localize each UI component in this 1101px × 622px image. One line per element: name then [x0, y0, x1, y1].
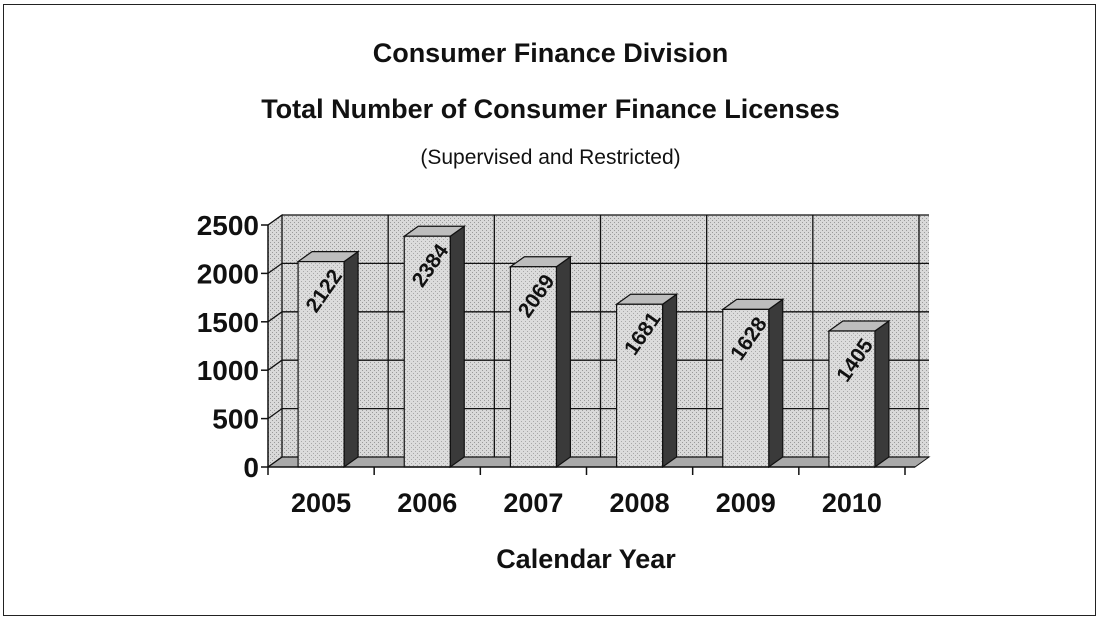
x-tick-label: 2005 — [291, 488, 351, 518]
bar — [615, 303, 664, 468]
chart-subtitle: Total Number of Consumer Finance License… — [261, 94, 840, 124]
chart-title: Consumer Finance Division — [372, 38, 729, 68]
bar — [722, 308, 770, 468]
y-tick-label: 2500 — [197, 210, 259, 241]
x-tick-label: 2009 — [716, 488, 776, 518]
gridline-side — [267, 408, 283, 420]
back-wall — [282, 215, 929, 457]
bar-side — [661, 293, 678, 469]
gridline-side — [267, 262, 283, 274]
y-tick-labels: 0 500 1000 1500 2000 2500 — [197, 210, 259, 483]
x-tick-label: 2010 — [822, 488, 882, 518]
bar — [403, 235, 451, 468]
y-tick-label: 1500 — [197, 307, 259, 338]
bar-side — [874, 319, 890, 469]
y-tick-label: 2000 — [197, 258, 259, 289]
gridlines — [267, 214, 929, 468]
bar — [509, 266, 558, 468]
gridline-side — [267, 456, 283, 468]
x-axis-label: Calendar Year — [496, 544, 676, 574]
bar-side — [768, 298, 784, 469]
x-tick-label: 2008 — [610, 488, 670, 518]
gridline-side — [267, 359, 283, 371]
x-tick-labels: 2005 2006 2007 2008 2009 2010 — [291, 488, 882, 518]
bar — [828, 330, 876, 468]
bar-side — [343, 250, 359, 469]
y-tick-label: 1000 — [197, 355, 259, 386]
gridline-side — [267, 311, 283, 323]
y-tick-label: 500 — [212, 404, 259, 435]
bar-side — [449, 225, 465, 469]
side-wall — [267, 214, 283, 468]
plot-wall — [266, 214, 931, 468]
bar-side — [555, 255, 572, 469]
bar — [297, 260, 345, 468]
gridline-side — [267, 214, 283, 226]
chart-note: (Supervised and Restricted) — [420, 146, 681, 169]
x-tick-label: 2007 — [503, 488, 563, 518]
y-tick-label: 0 — [243, 452, 259, 483]
axes — [261, 224, 915, 475]
x-tick-label: 2006 — [397, 488, 457, 518]
